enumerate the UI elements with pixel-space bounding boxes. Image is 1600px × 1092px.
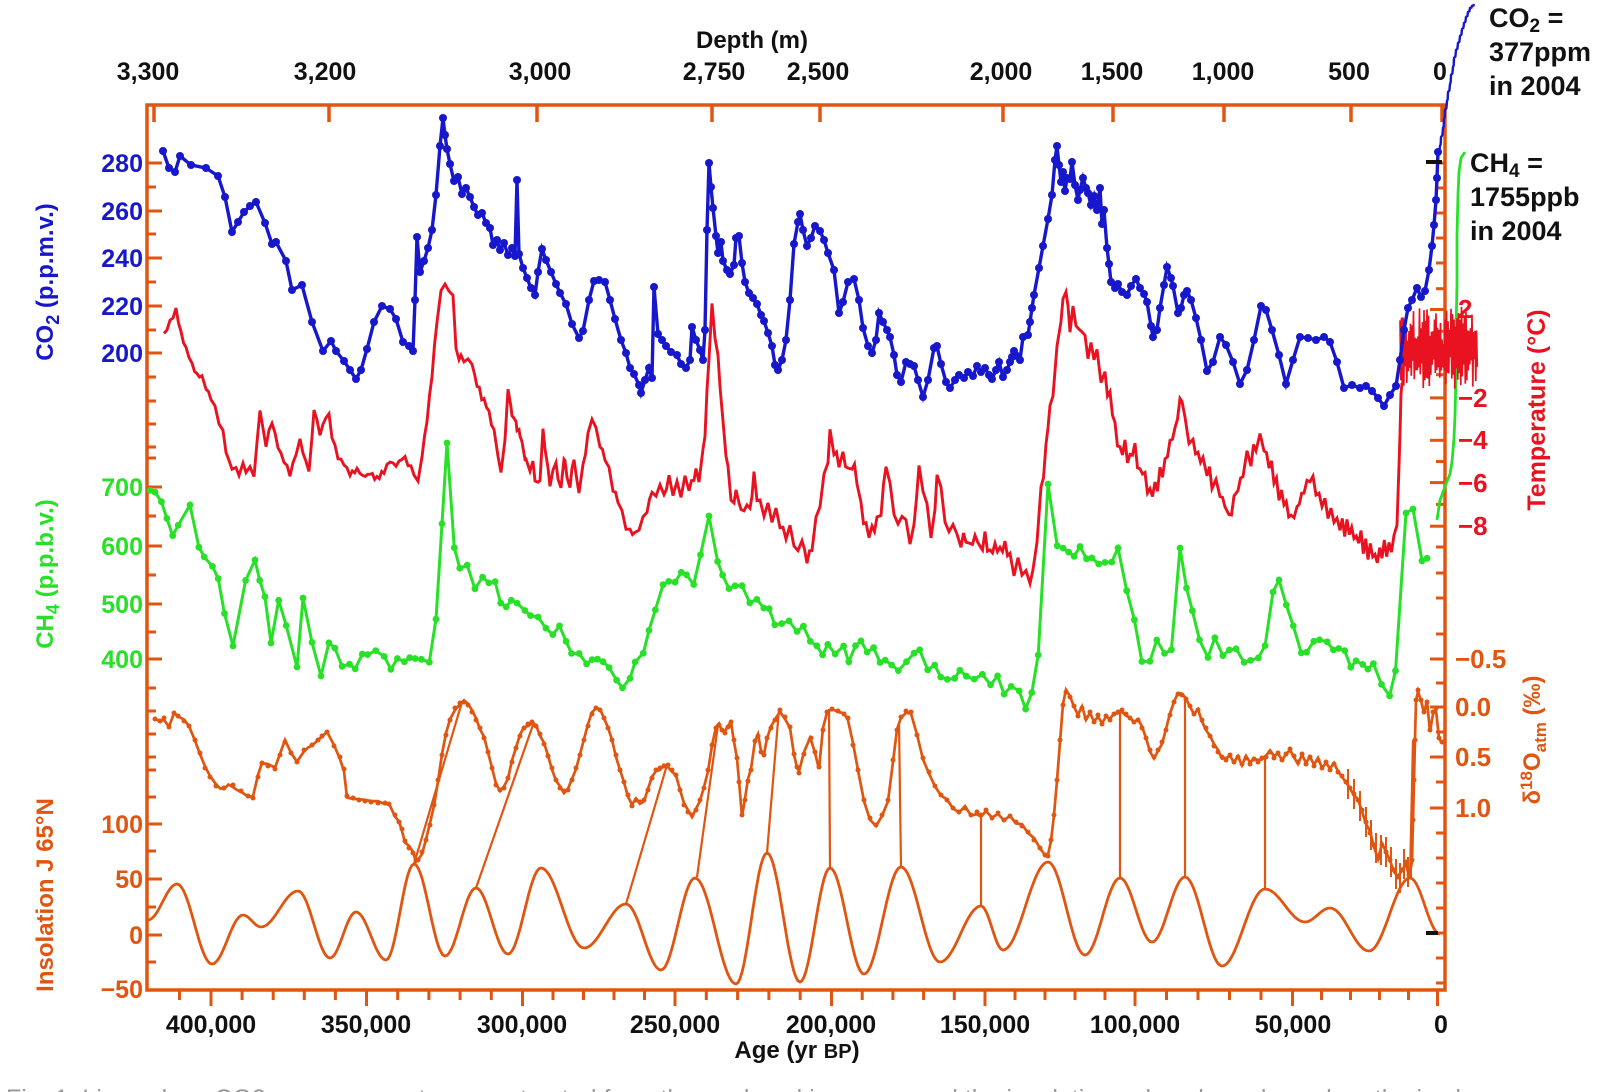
svg-text:377ppm: 377ppm [1489, 37, 1591, 67]
svg-text:50,000: 50,000 [1255, 1011, 1331, 1039]
svg-text:CO2 =: CO2 = [1489, 3, 1563, 37]
svg-text:−2: −2 [1458, 383, 1488, 413]
svg-text:200,000: 200,000 [786, 1011, 876, 1039]
svg-text:3,000: 3,000 [509, 58, 572, 86]
svg-text:2,000: 2,000 [970, 58, 1033, 86]
svg-text:in 2004: in 2004 [1470, 216, 1562, 246]
svg-text:500: 500 [1328, 58, 1370, 86]
svg-text:−0.5: −0.5 [1455, 644, 1506, 674]
svg-text:2,500: 2,500 [787, 58, 850, 86]
svg-text:CH4 =: CH4 = [1470, 148, 1543, 182]
svg-text:240: 240 [101, 245, 143, 273]
svg-text:0: 0 [1434, 1011, 1448, 1039]
svg-text:300,000: 300,000 [477, 1011, 567, 1039]
svg-text:CO2 (p.p.m.v.): CO2 (p.p.m.v.) [32, 203, 63, 361]
svg-text:3,300: 3,300 [117, 58, 180, 86]
svg-text:Depth (m): Depth (m) [696, 27, 808, 54]
svg-text:−8: −8 [1458, 511, 1488, 541]
svg-text:0.5: 0.5 [1455, 742, 1491, 772]
svg-text:200: 200 [101, 340, 143, 368]
svg-text:CH4 (p.p.b.v.): CH4 (p.p.b.v.) [32, 499, 63, 649]
svg-text:Age (yr BP): Age (yr BP) [734, 1037, 859, 1064]
svg-text:350,000: 350,000 [321, 1011, 411, 1039]
svg-text:100: 100 [101, 811, 143, 839]
svg-text:1.0: 1.0 [1455, 793, 1491, 823]
svg-text:in 2004: in 2004 [1489, 71, 1581, 101]
svg-text:Insolation J 65°N: Insolation J 65°N [32, 798, 59, 992]
svg-text:1,000: 1,000 [1192, 58, 1255, 86]
svg-text:500: 500 [101, 591, 143, 619]
svg-text:280: 280 [101, 150, 143, 178]
svg-text:3,200: 3,200 [294, 58, 357, 86]
svg-text:50: 50 [115, 866, 143, 894]
svg-text:1,500: 1,500 [1081, 58, 1144, 86]
svg-text:100,000: 100,000 [1090, 1011, 1180, 1039]
svg-text:−6: −6 [1458, 468, 1488, 498]
svg-text:0.0: 0.0 [1455, 692, 1491, 722]
svg-text:−4: −4 [1458, 425, 1488, 455]
svg-text:150,000: 150,000 [940, 1011, 1030, 1039]
svg-text:220: 220 [101, 293, 143, 321]
svg-text:260: 260 [101, 198, 143, 226]
svg-text:0: 0 [1458, 340, 1472, 370]
svg-text:−50: −50 [101, 976, 143, 1004]
svg-text:250,000: 250,000 [630, 1011, 720, 1039]
svg-text:700: 700 [101, 474, 143, 502]
svg-text:400: 400 [101, 646, 143, 674]
svg-text:600: 600 [101, 533, 143, 561]
svg-text:Fig. 1: Lines show CO2 measure: Fig. 1: Lines show CO2 measurements reco… [6, 1085, 1600, 1092]
svg-text:400,000: 400,000 [166, 1011, 256, 1039]
svg-text:2: 2 [1458, 294, 1472, 324]
svg-text:Temperature (°C): Temperature (°C) [1523, 309, 1551, 510]
svg-text:0: 0 [1433, 58, 1447, 86]
svg-text:0: 0 [129, 922, 143, 950]
svg-text:2,750: 2,750 [683, 58, 746, 86]
svg-text:1755ppb: 1755ppb [1470, 182, 1580, 212]
